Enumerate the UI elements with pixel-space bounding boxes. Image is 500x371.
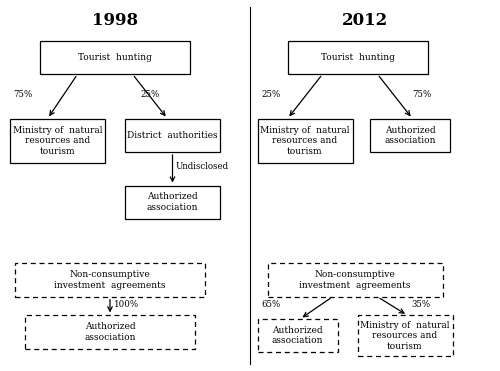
Text: 2012: 2012 — [342, 12, 388, 29]
Bar — [125, 186, 220, 219]
Text: District  authorities: District authorities — [127, 131, 218, 140]
Text: Non-consumptive
investment  agreements: Non-consumptive investment agreements — [299, 270, 411, 290]
Text: Authorized
association: Authorized association — [384, 126, 436, 145]
Bar — [25, 315, 195, 349]
Bar — [15, 263, 205, 297]
Text: Tourist  hunting: Tourist hunting — [320, 53, 394, 62]
Text: 1998: 1998 — [92, 12, 138, 29]
Bar — [258, 319, 338, 352]
Text: Ministry of  natural
resources and
tourism: Ministry of natural resources and touris… — [360, 321, 450, 351]
Text: 100%: 100% — [114, 301, 138, 309]
Text: 65%: 65% — [261, 301, 280, 309]
Bar — [288, 41, 428, 74]
Text: 35%: 35% — [411, 301, 430, 309]
Text: 25%: 25% — [261, 90, 280, 99]
Text: 75%: 75% — [412, 90, 432, 99]
Text: Ministry of  natural
resources and
tourism: Ministry of natural resources and touris… — [260, 126, 350, 156]
Text: Tourist  hunting: Tourist hunting — [78, 53, 152, 62]
Bar — [125, 119, 220, 152]
Bar — [358, 315, 452, 356]
Text: 75%: 75% — [14, 90, 33, 99]
Text: Authorized
association: Authorized association — [272, 326, 323, 345]
Text: Authorized
association: Authorized association — [84, 322, 136, 342]
Bar — [258, 119, 352, 163]
Bar — [370, 119, 450, 152]
Text: Authorized
association: Authorized association — [147, 193, 198, 212]
Bar — [40, 41, 190, 74]
Text: Ministry of  natural
resources and
tourism: Ministry of natural resources and touris… — [13, 126, 102, 156]
Text: 25%: 25% — [140, 90, 159, 99]
Text: Undisclosed: Undisclosed — [176, 162, 229, 171]
Bar — [268, 263, 442, 297]
Bar — [10, 119, 105, 163]
Text: Non-consumptive
investment  agreements: Non-consumptive investment agreements — [54, 270, 166, 290]
